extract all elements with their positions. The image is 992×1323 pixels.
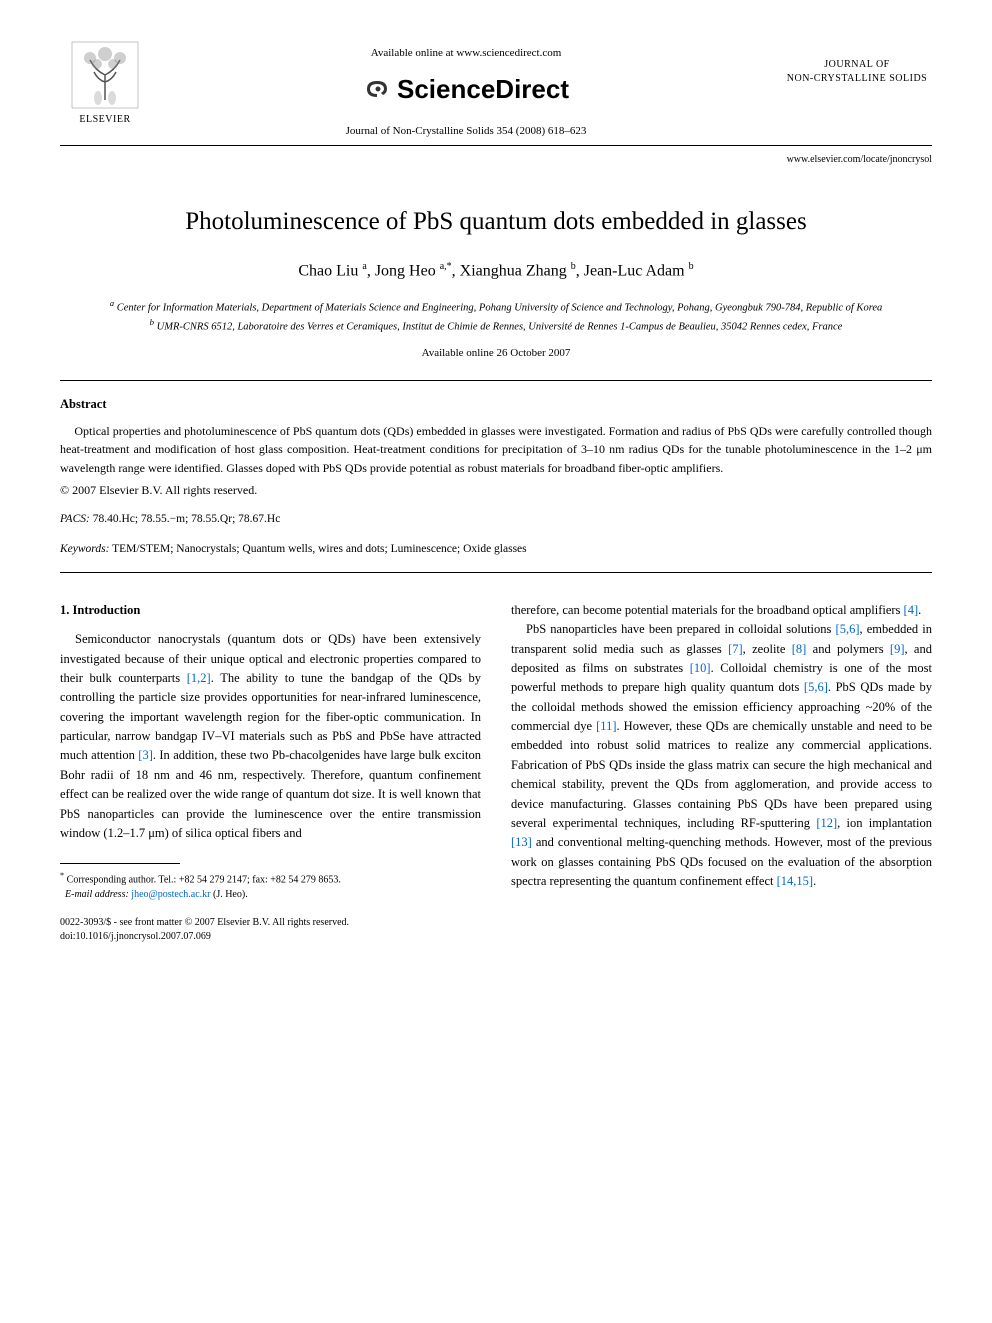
page-header: ELSEVIER Available online at www.science… (60, 40, 932, 167)
elsevier-logo-block: ELSEVIER (60, 40, 150, 127)
corresponding-footnote: * Corresponding author. Tel.: +82 54 279… (60, 870, 481, 901)
authors-line: Chao Liu a, Jong Heo a,*, Xianghua Zhang… (60, 259, 932, 283)
available-online-text: Available online at www.sciencedirect.co… (150, 45, 782, 62)
journal-box-line2: NON-CRYSTALLINE SOLIDS (782, 72, 932, 86)
intro-paragraph-1: Semiconductor nanocrystals (quantum dots… (60, 630, 481, 843)
email-label: E-mail address: (65, 889, 129, 900)
locate-url: www.elsevier.com/locate/jnoncrysol (60, 152, 932, 167)
pacs-line: PACS: 78.40.Hc; 78.55.−m; 78.55.Qr; 78.6… (60, 511, 932, 528)
intro-paragraph-1-cont: therefore, can become potential material… (511, 601, 932, 620)
doi-block: 0022-3093/$ - see front matter © 2007 El… (60, 916, 481, 944)
journal-title-box: JOURNAL OF NON-CRYSTALLINE SOLIDS (782, 40, 932, 86)
elsevier-tree-icon (70, 40, 140, 110)
abstract-bottom-rule (60, 572, 932, 573)
abstract-text: Optical properties and photoluminescence… (60, 422, 932, 478)
journal-reference: Journal of Non-Crystalline Solids 354 (2… (150, 123, 782, 140)
left-column: 1. Introduction Semiconductor nanocrysta… (60, 601, 481, 944)
right-column: therefore, can become potential material… (511, 601, 932, 944)
pacs-label: PACS: (60, 513, 90, 525)
keywords-label: Keywords: (60, 543, 109, 555)
doi-line: doi:10.1016/j.jnoncrysol.2007.07.069 (60, 930, 481, 944)
email-name: (J. Heo). (213, 889, 248, 900)
elsevier-label: ELSEVIER (79, 112, 130, 127)
intro-paragraph-2: PbS nanoparticles have been prepared in … (511, 620, 932, 891)
keywords-value: TEM/STEM; Nanocrystals; Quantum wells, w… (112, 543, 527, 555)
sciencedirect-icon (363, 75, 391, 103)
pacs-value: 78.40.Hc; 78.55.−m; 78.55.Qr; 78.67.Hc (93, 513, 281, 525)
header-top-row: ELSEVIER Available online at www.science… (60, 40, 932, 139)
abstract-copyright: © 2007 Elsevier B.V. All rights reserved… (60, 481, 932, 499)
keywords-line: Keywords: TEM/STEM; Nanocrystals; Quantu… (60, 541, 932, 558)
affiliation-b: b UMR-CNRS 6512, Laboratoire des Verres … (100, 316, 892, 335)
abstract-top-rule (60, 380, 932, 381)
section-1-heading: 1. Introduction (60, 601, 481, 620)
header-center: Available online at www.sciencedirect.co… (150, 40, 782, 139)
affiliations: a Center for Information Materials, Depa… (60, 297, 932, 336)
sciencedirect-logo: ScienceDirect (363, 70, 569, 109)
footnote-rule (60, 863, 180, 864)
body-two-columns: 1. Introduction Semiconductor nanocrysta… (60, 601, 932, 944)
corresponding-email[interactable]: jheo@postech.ac.kr (131, 889, 210, 900)
header-rule (60, 145, 932, 146)
available-date: Available online 26 October 2007 (60, 345, 932, 362)
abstract-heading: Abstract (60, 395, 932, 414)
front-matter-line: 0022-3093/$ - see front matter © 2007 El… (60, 916, 481, 930)
article-title: Photoluminescence of PbS quantum dots em… (60, 203, 932, 241)
sciencedirect-text: ScienceDirect (397, 70, 569, 109)
affiliation-a: a Center for Information Materials, Depa… (100, 297, 892, 316)
journal-box-line1: JOURNAL OF (782, 58, 932, 72)
